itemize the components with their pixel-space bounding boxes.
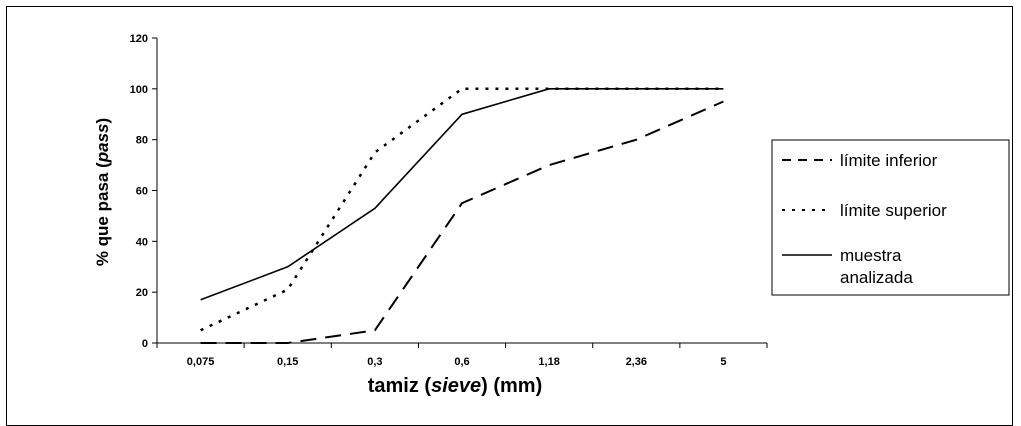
legend: límite inferior límite superior muestra …	[771, 139, 1010, 296]
series-limite-inferior	[200, 100, 724, 344]
series-layer	[200, 87, 724, 344]
x-tick-label: 0,6	[454, 356, 469, 368]
y-axis-title: % que pasa (pass)	[93, 118, 112, 266]
x-axis-title: tamiz (sieve) (mm)	[368, 375, 543, 397]
x-tick-label: 5	[720, 356, 726, 368]
x-tick-label: 2,36	[626, 356, 647, 368]
series-limite-superior	[200, 87, 724, 332]
x-tick-label: 0,15	[277, 356, 298, 368]
chart-axes	[152, 37, 768, 348]
legend-box	[771, 139, 1010, 296]
y-tick-label: 40	[136, 236, 148, 248]
x-tick-label: 0,075	[187, 356, 215, 368]
y-tick-label: 120	[130, 33, 148, 45]
x-tick-label: 1,18	[538, 356, 559, 368]
legend-label-muestra: muestra	[840, 246, 902, 265]
y-tick-label: 80	[136, 135, 148, 147]
y-tick-label: 60	[136, 186, 148, 198]
x-tick-label: 0,3	[367, 356, 382, 368]
y-tick-label: 20	[136, 287, 148, 299]
series-muestra-analizada	[200, 88, 724, 301]
y-tick-label: 100	[130, 84, 148, 96]
y-tick-label: 0	[142, 338, 148, 350]
legend-label-analizada: analizada	[840, 268, 913, 287]
legend-label-limite-superior: límite superior	[840, 201, 947, 220]
tick-labels: 0 20 40 60 80 100 120 0,075 0,15 0,3 0,6 1,18 2,36 5	[130, 33, 727, 368]
legend-label-limite-inferior: límite inferior	[840, 151, 938, 170]
